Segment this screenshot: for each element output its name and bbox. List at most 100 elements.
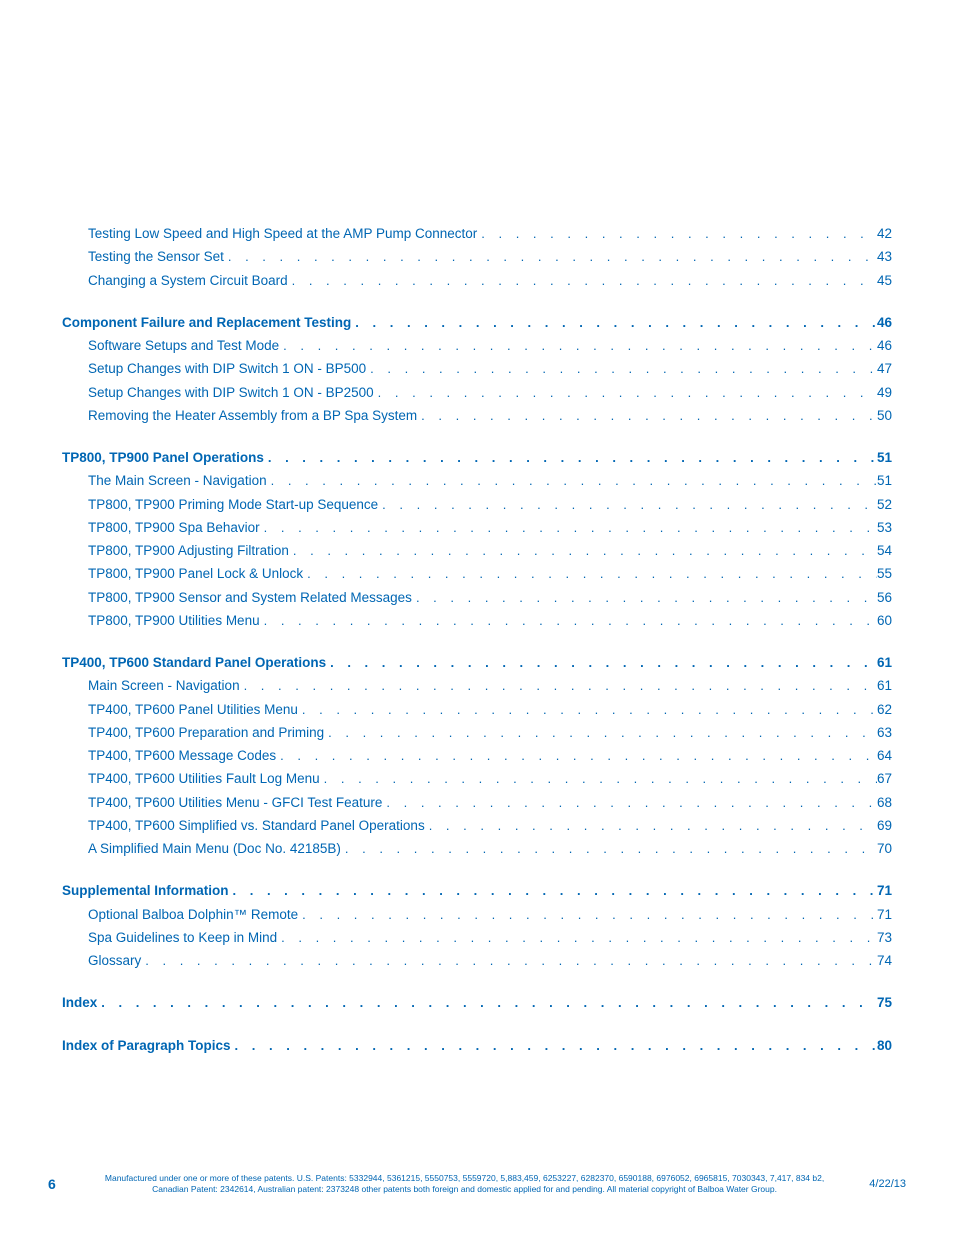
toc-sub-label: Main Screen - Navigation	[88, 676, 240, 696]
toc-sub-row[interactable]: Optional Balboa Dolphin™ Remote . . . . …	[62, 905, 892, 925]
toc-sub-page: 51	[877, 471, 892, 491]
toc-heading-row[interactable]: Component Failure and Replacement Testin…	[62, 313, 892, 333]
toc-sub-label: TP800, TP900 Panel Lock & Unlock	[88, 564, 303, 584]
toc-leader-dots: . . . . . . . . . . . . . . . . . . . . …	[320, 769, 877, 789]
toc-sub-label: Testing Low Speed and High Speed at the …	[88, 224, 477, 244]
toc-sub-row[interactable]: TP800, TP900 Panel Lock & Unlock . . . .…	[62, 564, 892, 584]
toc-heading-row[interactable]: TP800, TP900 Panel Operations . . . . . …	[62, 448, 892, 468]
toc-leader-dots: . . . . . . . . . . . . . . . . . . . . …	[341, 839, 877, 859]
toc-leader-dots: . . . . . . . . . . . . . . . . . . . . …	[477, 224, 877, 244]
toc-sub-page: 67	[877, 769, 892, 789]
toc-heading-label: TP800, TP900 Panel Operations	[62, 448, 264, 468]
toc-sub-row[interactable]: The Main Screen - Navigation . . . . . .…	[62, 471, 892, 491]
toc-heading-page: 61	[877, 653, 892, 673]
toc-sub-row[interactable]: TP800, TP900 Sensor and System Related M…	[62, 588, 892, 608]
toc-section: Component Failure and Replacement Testin…	[62, 313, 892, 426]
toc-heading-label: Index	[62, 993, 97, 1013]
toc-leader-dots: . . . . . . . . . . . . . . . . . . . . …	[417, 406, 877, 426]
toc-container: Testing Low Speed and High Speed at the …	[62, 224, 892, 1056]
toc-sub-page: 74	[877, 951, 892, 971]
toc-leader-dots: . . . . . . . . . . . . . . . . . . . . …	[97, 993, 877, 1013]
toc-leader-dots: . . . . . . . . . . . . . . . . . . . . …	[260, 518, 877, 538]
toc-heading-label: TP400, TP600 Standard Panel Operations	[62, 653, 326, 673]
patent-line2: Canadian Patent: 2342614, Australian pat…	[152, 1184, 777, 1194]
toc-sub-page: 49	[877, 383, 892, 403]
toc-sub-page: 64	[877, 746, 892, 766]
toc-sub-row[interactable]: TP800, TP900 Utilities Menu . . . . . . …	[62, 611, 892, 631]
toc-sub-row[interactable]: TP400, TP600 Utilities Fault Log Menu . …	[62, 769, 892, 789]
toc-sub-page: 56	[877, 588, 892, 608]
toc-leader-dots: . . . . . . . . . . . . . . . . . . . . …	[366, 359, 877, 379]
toc-sub-label: Removing the Heater Assembly from a BP S…	[88, 406, 417, 426]
toc-sub-label: TP800, TP900 Utilities Menu	[88, 611, 260, 631]
toc-sub-row[interactable]: Setup Changes with DIP Switch 1 ON - BP5…	[62, 359, 892, 379]
toc-heading-label: Index of Paragraph Topics	[62, 1036, 231, 1056]
toc-sub-row[interactable]: TP800, TP900 Adjusting Filtration . . . …	[62, 541, 892, 561]
toc-leader-dots: . . . . . . . . . . . . . . . . . . . . …	[276, 746, 877, 766]
toc-heading-page: 80	[877, 1036, 892, 1056]
toc-section: Testing Low Speed and High Speed at the …	[62, 224, 892, 291]
toc-sub-row[interactable]: Spa Guidelines to Keep in Mind . . . . .…	[62, 928, 892, 948]
toc-sub-page: 71	[877, 905, 892, 925]
toc-leader-dots: . . . . . . . . . . . . . . . . . . . . …	[326, 653, 877, 673]
toc-section: TP800, TP900 Panel Operations . . . . . …	[62, 448, 892, 631]
toc-sub-row[interactable]: TP400, TP600 Simplified vs. Standard Pan…	[62, 816, 892, 836]
toc-sub-row[interactable]: Testing the Sensor Set . . . . . . . . .…	[62, 247, 892, 267]
toc-sub-page: 42	[877, 224, 892, 244]
toc-leader-dots: . . . . . . . . . . . . . . . . . . . . …	[277, 928, 877, 948]
toc-sub-row[interactable]: Main Screen - Navigation . . . . . . . .…	[62, 676, 892, 696]
toc-sub-page: 61	[877, 676, 892, 696]
toc-leader-dots: . . . . . . . . . . . . . . . . . . . . …	[231, 1036, 877, 1056]
toc-section: Supplemental Information . . . . . . . .…	[62, 881, 892, 971]
toc-sub-row[interactable]: Testing Low Speed and High Speed at the …	[62, 224, 892, 244]
toc-leader-dots: . . . . . . . . . . . . . . . . . . . . …	[240, 676, 877, 696]
toc-section: Index of Paragraph Topics . . . . . . . …	[62, 1036, 892, 1056]
toc-sub-page: 63	[877, 723, 892, 743]
toc-heading-row[interactable]: Index of Paragraph Topics . . . . . . . …	[62, 1036, 892, 1056]
toc-sub-page: 47	[877, 359, 892, 379]
toc-sub-row[interactable]: Removing the Heater Assembly from a BP S…	[62, 406, 892, 426]
toc-leader-dots: . . . . . . . . . . . . . . . . . . . . …	[288, 271, 877, 291]
toc-sub-row[interactable]: Software Setups and Test Mode . . . . . …	[62, 336, 892, 356]
toc-sub-page: 68	[877, 793, 892, 813]
toc-leader-dots: . . . . . . . . . . . . . . . . . . . . …	[141, 951, 877, 971]
toc-sub-row[interactable]: TP800, TP900 Priming Mode Start-up Seque…	[62, 495, 892, 515]
toc-sub-row[interactable]: TP400, TP600 Preparation and Priming . .…	[62, 723, 892, 743]
toc-sub-row[interactable]: A Simplified Main Menu (Doc No. 42185B) …	[62, 839, 892, 859]
toc-sub-label: Software Setups and Test Mode	[88, 336, 279, 356]
toc-heading-row[interactable]: Index . . . . . . . . . . . . . . . . . …	[62, 993, 892, 1013]
toc-sub-label: TP400, TP600 Panel Utilities Menu	[88, 700, 298, 720]
toc-leader-dots: . . . . . . . . . . . . . . . . . . . . …	[378, 495, 877, 515]
toc-leader-dots: . . . . . . . . . . . . . . . . . . . . …	[351, 313, 877, 333]
toc-heading-page: 75	[877, 993, 892, 1013]
toc-heading-row[interactable]: TP400, TP600 Standard Panel Operations .…	[62, 653, 892, 673]
toc-sub-row[interactable]: Changing a System Circuit Board . . . . …	[62, 271, 892, 291]
toc-sub-row[interactable]: TP400, TP600 Utilities Menu - GFCI Test …	[62, 793, 892, 813]
toc-sub-page: 54	[877, 541, 892, 561]
toc-leader-dots: . . . . . . . . . . . . . . . . . . . . …	[374, 383, 877, 403]
patent-line1: Manufactured under one or more of these …	[105, 1173, 824, 1183]
toc-heading-label: Component Failure and Replacement Testin…	[62, 313, 351, 333]
toc-leader-dots: . . . . . . . . . . . . . . . . . . . . …	[264, 448, 877, 468]
toc-sub-row[interactable]: Glossary . . . . . . . . . . . . . . . .…	[62, 951, 892, 971]
toc-sub-page: 45	[877, 271, 892, 291]
toc-sub-label: TP800, TP900 Sensor and System Related M…	[88, 588, 412, 608]
toc-sub-label: TP800, TP900 Priming Mode Start-up Seque…	[88, 495, 378, 515]
toc-sub-row[interactable]: TP400, TP600 Message Codes . . . . . . .…	[62, 746, 892, 766]
toc-leader-dots: . . . . . . . . . . . . . . . . . . . . …	[289, 541, 877, 561]
toc-leader-dots: . . . . . . . . . . . . . . . . . . . . …	[412, 588, 877, 608]
toc-sub-row[interactable]: TP800, TP900 Spa Behavior . . . . . . . …	[62, 518, 892, 538]
toc-heading-row[interactable]: Supplemental Information . . . . . . . .…	[62, 881, 892, 901]
patent-notice: Manufactured under one or more of these …	[74, 1173, 856, 1195]
toc-sub-label: TP400, TP600 Simplified vs. Standard Pan…	[88, 816, 425, 836]
toc-leader-dots: . . . . . . . . . . . . . . . . . . . . …	[279, 336, 877, 356]
toc-sub-row[interactable]: TP400, TP600 Panel Utilities Menu . . . …	[62, 700, 892, 720]
toc-leader-dots: . . . . . . . . . . . . . . . . . . . . …	[303, 564, 877, 584]
toc-sub-page: 69	[877, 816, 892, 836]
toc-leader-dots: . . . . . . . . . . . . . . . . . . . . …	[229, 881, 877, 901]
toc-sub-page: 62	[877, 700, 892, 720]
toc-sub-label: TP400, TP600 Utilities Fault Log Menu	[88, 769, 320, 789]
toc-sub-label: TP800, TP900 Spa Behavior	[88, 518, 260, 538]
toc-sub-row[interactable]: Setup Changes with DIP Switch 1 ON - BP2…	[62, 383, 892, 403]
toc-leader-dots: . . . . . . . . . . . . . . . . . . . . …	[267, 471, 877, 491]
